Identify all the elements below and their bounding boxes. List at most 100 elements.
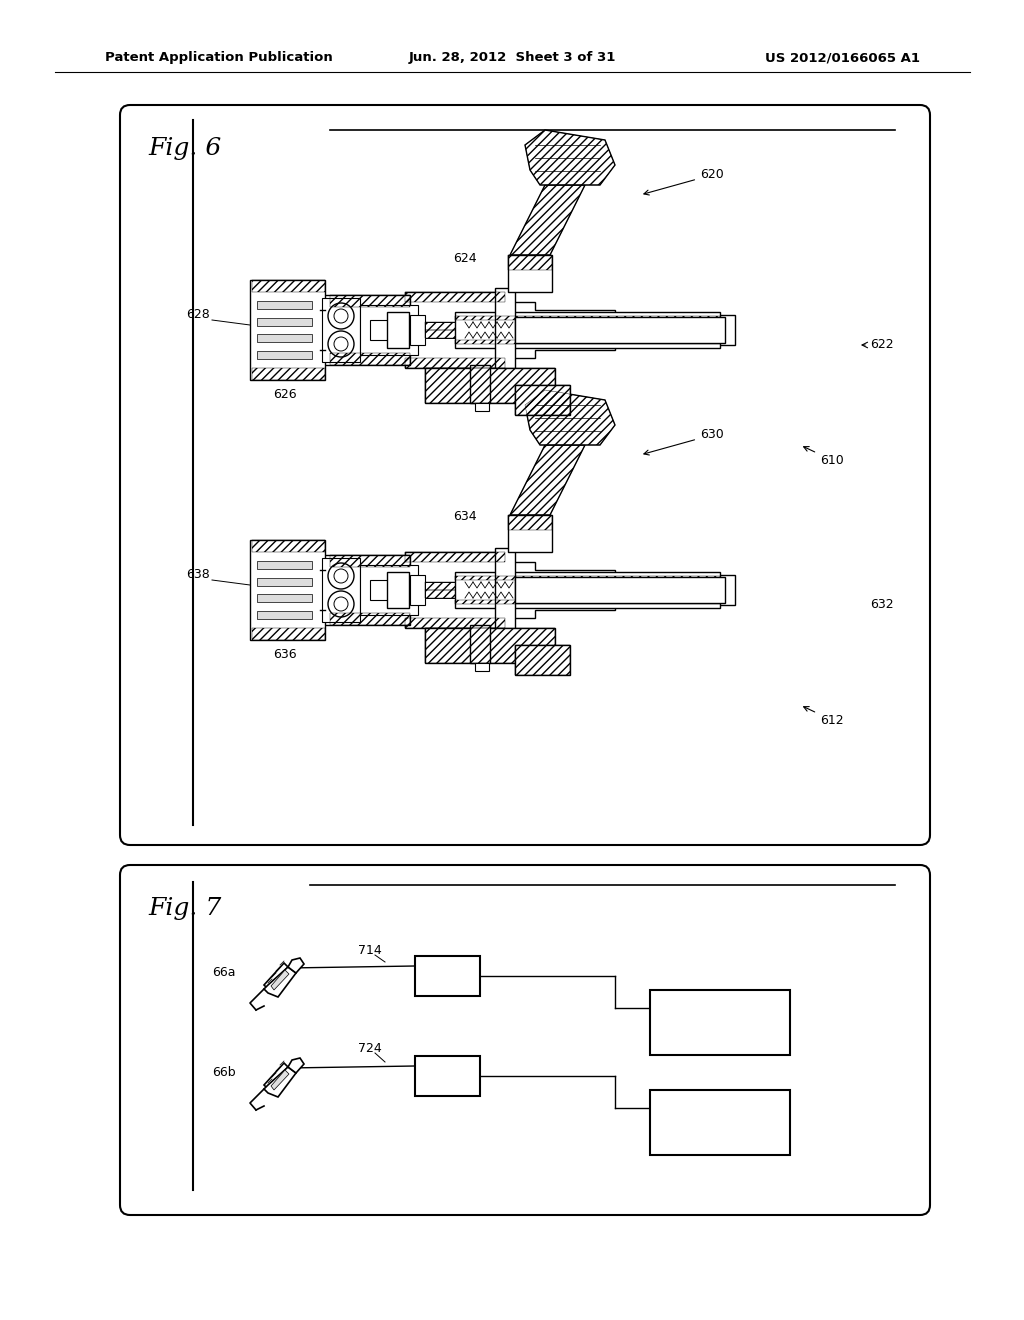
Bar bbox=[387, 312, 409, 348]
Text: 724: 724 bbox=[358, 1041, 382, 1055]
Bar bbox=[406, 552, 505, 562]
Bar bbox=[406, 618, 505, 628]
Bar bbox=[455, 572, 720, 609]
Bar bbox=[252, 628, 325, 640]
Bar bbox=[360, 565, 418, 615]
FancyBboxPatch shape bbox=[120, 106, 930, 845]
Bar bbox=[250, 540, 325, 640]
Text: 630: 630 bbox=[644, 429, 724, 455]
Text: 624: 624 bbox=[454, 252, 477, 264]
Bar bbox=[515, 645, 570, 675]
Bar bbox=[515, 385, 570, 414]
Bar bbox=[250, 280, 325, 380]
Bar bbox=[257, 594, 312, 602]
Text: Patent Application Publication: Patent Application Publication bbox=[105, 51, 333, 65]
Text: Jun. 28, 2012  Sheet 3 of 31: Jun. 28, 2012 Sheet 3 of 31 bbox=[409, 51, 615, 65]
Bar bbox=[475, 663, 489, 671]
Polygon shape bbox=[406, 552, 735, 628]
Bar bbox=[257, 561, 312, 569]
Bar bbox=[650, 990, 790, 1055]
Polygon shape bbox=[271, 970, 289, 990]
Text: 636: 636 bbox=[273, 648, 297, 661]
Bar bbox=[475, 403, 489, 411]
Bar bbox=[252, 368, 325, 380]
Bar bbox=[515, 385, 570, 414]
Bar bbox=[425, 582, 455, 590]
Bar bbox=[322, 298, 360, 362]
Text: 66b: 66b bbox=[212, 1067, 236, 1080]
Bar bbox=[370, 579, 420, 601]
Bar bbox=[406, 358, 505, 368]
Bar bbox=[508, 255, 552, 292]
Polygon shape bbox=[271, 1071, 289, 1090]
Bar bbox=[360, 305, 418, 355]
Text: 610: 610 bbox=[804, 446, 844, 466]
Bar bbox=[425, 368, 555, 403]
Bar bbox=[425, 330, 455, 338]
Polygon shape bbox=[525, 389, 615, 445]
Bar bbox=[319, 554, 410, 624]
Text: 612: 612 bbox=[804, 706, 844, 726]
Bar bbox=[425, 322, 455, 330]
Bar bbox=[425, 322, 455, 338]
Bar bbox=[425, 628, 555, 663]
Bar bbox=[387, 572, 409, 609]
Bar bbox=[425, 590, 455, 598]
Bar bbox=[455, 315, 720, 319]
Text: 638: 638 bbox=[186, 569, 210, 582]
Text: 620: 620 bbox=[644, 169, 724, 195]
Polygon shape bbox=[264, 1067, 296, 1097]
Polygon shape bbox=[510, 445, 585, 515]
Polygon shape bbox=[510, 185, 585, 255]
Polygon shape bbox=[264, 1063, 288, 1089]
Text: 634: 634 bbox=[454, 511, 477, 524]
Bar bbox=[650, 1090, 790, 1155]
Bar bbox=[257, 334, 312, 342]
Bar bbox=[319, 294, 410, 366]
Bar bbox=[508, 255, 552, 271]
Bar bbox=[257, 318, 312, 326]
Bar bbox=[425, 368, 555, 403]
Bar bbox=[257, 351, 312, 359]
Bar bbox=[415, 1056, 480, 1096]
Bar bbox=[515, 645, 570, 675]
Bar bbox=[455, 312, 720, 348]
Bar bbox=[410, 315, 425, 345]
Bar bbox=[515, 577, 725, 603]
Bar bbox=[330, 612, 410, 624]
Polygon shape bbox=[264, 968, 296, 997]
Bar bbox=[455, 601, 720, 605]
Bar bbox=[252, 540, 325, 552]
Text: 720: 720 bbox=[705, 1114, 736, 1130]
Polygon shape bbox=[525, 129, 615, 185]
Bar bbox=[508, 515, 552, 531]
Bar bbox=[495, 548, 515, 632]
Bar bbox=[508, 515, 552, 552]
Bar bbox=[322, 558, 360, 622]
Bar bbox=[370, 319, 420, 341]
Bar bbox=[455, 576, 720, 579]
Text: 714: 714 bbox=[358, 944, 382, 957]
Polygon shape bbox=[264, 964, 288, 989]
Polygon shape bbox=[406, 292, 735, 368]
Text: 66a: 66a bbox=[213, 966, 236, 979]
Bar bbox=[252, 280, 325, 292]
Bar bbox=[330, 294, 410, 308]
Text: Fig. 7: Fig. 7 bbox=[148, 896, 221, 920]
Text: 712: 712 bbox=[432, 969, 462, 983]
Bar bbox=[425, 628, 555, 663]
Text: 628: 628 bbox=[186, 309, 210, 322]
Polygon shape bbox=[288, 958, 304, 973]
Bar bbox=[406, 292, 505, 302]
Bar bbox=[470, 366, 490, 403]
Text: 626: 626 bbox=[273, 388, 297, 401]
Bar bbox=[257, 301, 312, 309]
Bar bbox=[257, 611, 312, 619]
Bar bbox=[415, 956, 480, 997]
Bar bbox=[515, 317, 725, 343]
Text: US 2012/0166065 A1: US 2012/0166065 A1 bbox=[765, 51, 920, 65]
Bar bbox=[330, 554, 410, 568]
Polygon shape bbox=[288, 1059, 304, 1073]
Text: 632: 632 bbox=[870, 598, 894, 611]
Bar bbox=[257, 578, 312, 586]
